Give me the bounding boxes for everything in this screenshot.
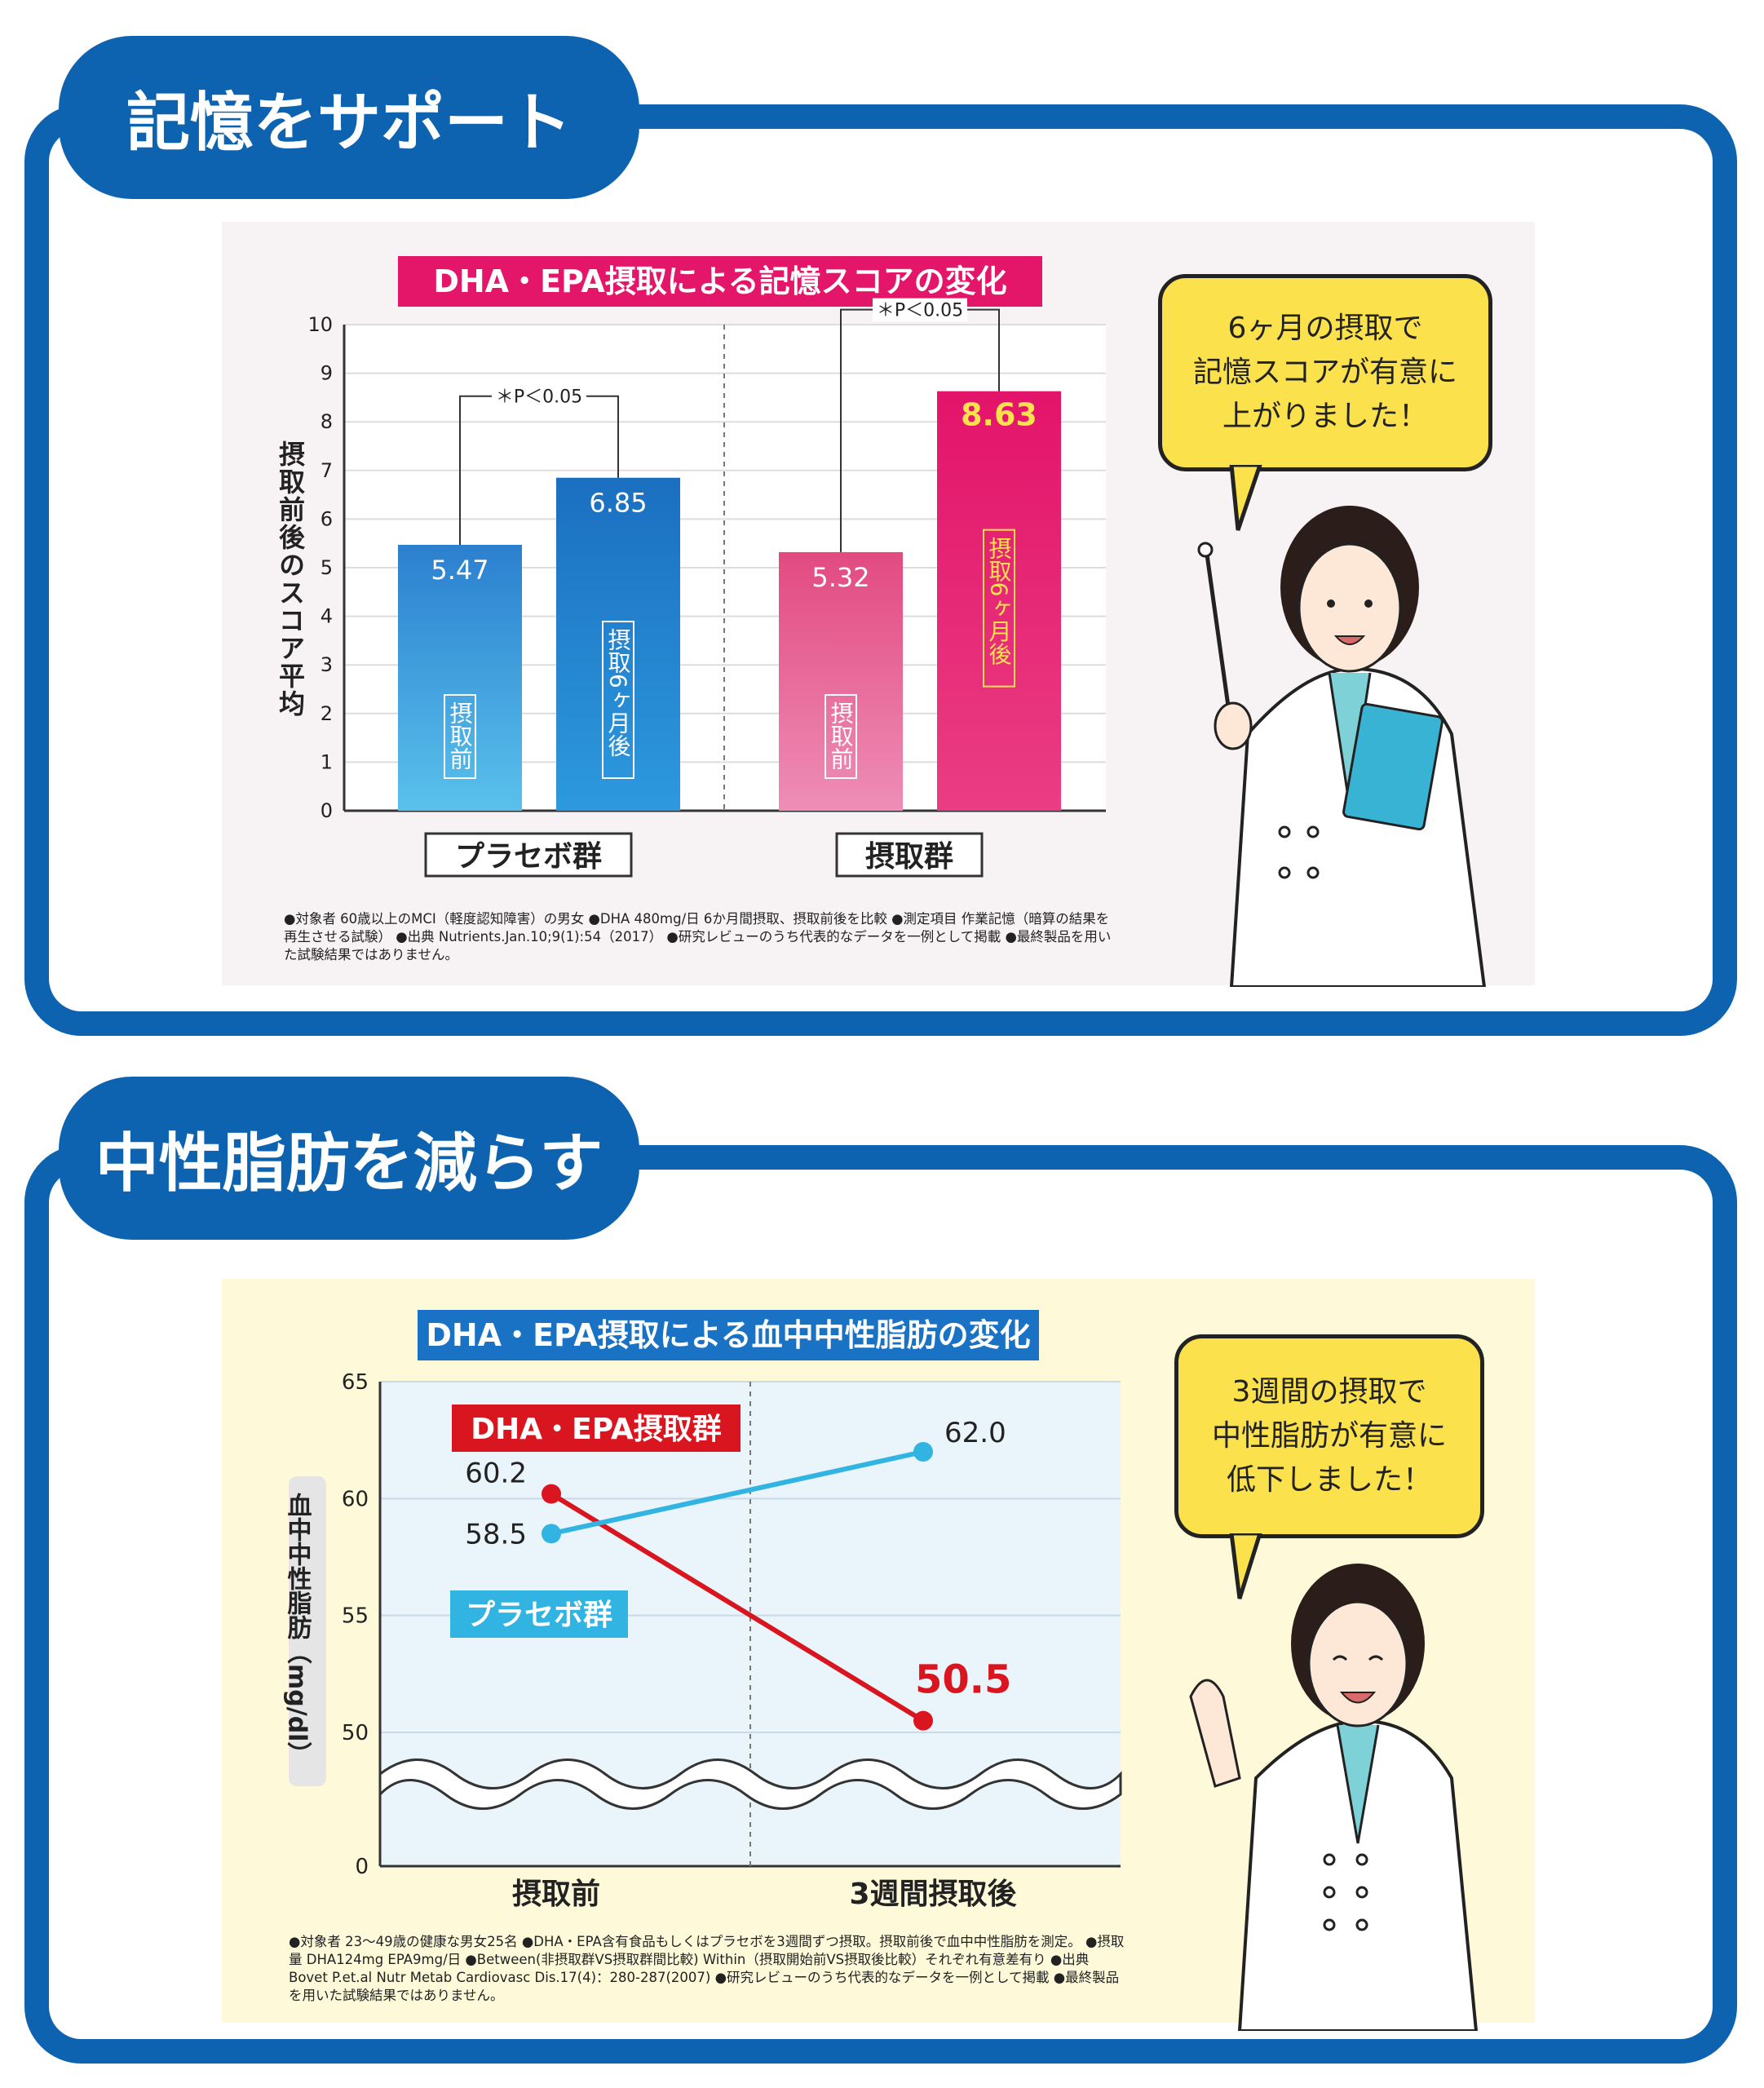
y-tick-label: 50: [342, 1721, 369, 1745]
axis-break-wave: [378, 1758, 1122, 1810]
bar: [937, 391, 1061, 812]
significance-label: ＊P＜0.05: [496, 387, 582, 408]
series-point: [542, 1484, 561, 1504]
triglyceride-y-axis-label-bg: [289, 1476, 326, 1786]
x-category-after: 3週間摂取後: [849, 1878, 1017, 1911]
y-tick-label: 9: [321, 362, 333, 385]
bar: [556, 477, 680, 811]
significance-bg: [492, 384, 586, 408]
memory-speech-bubble: 6ヶ月の摂取で 記憶スコアが有意に 上がりました！: [1158, 274, 1492, 471]
triglyceride-footnote: ●対象者 23～49歳の健康な男女25名 ●DHA・EPA含有食品もしくはプラセ…: [289, 1934, 1125, 2003]
bar-category-label: 摂取6ヶ月後: [986, 536, 1013, 665]
memory-section-heading: 記憶をサポート: [59, 36, 639, 199]
placebo-group-label-box: [424, 832, 633, 878]
y-tick-label: 60: [342, 1487, 369, 1511]
intake-group-label-box: [835, 832, 984, 878]
series-value-label: 62.0: [944, 1417, 1006, 1449]
intake-group-label: 摂取群: [865, 840, 953, 874]
bubble-line: 記憶スコアが有意に: [1192, 356, 1457, 389]
x-category-before: 摂取前: [512, 1878, 600, 1911]
bar-value-label: 6.85: [589, 488, 647, 519]
memory-bar-chart: DHA・EPA摂取による記憶スコアの変化 0 1 2 3 4 5 6 7 8 9 10 摂取前後のス…: [275, 256, 1106, 878]
memory-footnote: ●対象者 60歳以上のMCI（軽度認知障害）の男女 ●DHA 480mg/日 6…: [284, 911, 1112, 962]
placebo-series-label-bg: [450, 1590, 628, 1638]
bar-category-box: [983, 529, 1015, 688]
y-tick-label: 0: [355, 1855, 369, 1879]
y-tick-label: 3: [321, 653, 333, 676]
dha-series-label-bg: [452, 1405, 741, 1452]
triglyceride-speech-bubble: 3週間の摂取で 中性脂肪が有意に 低下しました！: [1174, 1334, 1484, 1538]
memory-y-axis-label: 摂取前後のスコア平均: [275, 440, 306, 718]
significance-bg: [873, 298, 967, 321]
doctor-illustration-pointer: [1197, 465, 1487, 987]
bar-category-box: [602, 621, 634, 779]
y-tick-label: 10: [307, 313, 333, 336]
series-value-label: 60.2: [465, 1458, 527, 1490]
bar-category-label: 摂取前: [828, 701, 855, 770]
y-tick-label: 7: [321, 459, 333, 482]
bubble-line: 中性脂肪が有意に: [1211, 1419, 1447, 1453]
bar: [779, 551, 903, 811]
bubble-line: 6ヶ月の摂取で: [1227, 312, 1423, 345]
series-point: [542, 1524, 561, 1544]
y-tick-label: 2: [321, 702, 333, 725]
bar-category-label: 摂取6ヶ月後: [605, 628, 632, 757]
triglyceride-chart-title-bg: [418, 1310, 1039, 1360]
memory-chart-title: DHA・EPA摂取による記憶スコアの変化: [433, 263, 1006, 299]
y-tick-label: 5: [321, 556, 333, 579]
y-tick-label: 8: [321, 410, 333, 433]
triglyceride-section-heading: 中性脂肪を減らす: [59, 1077, 639, 1240]
bubble-line: 上がりました！: [1222, 400, 1428, 433]
y-tick-label: 55: [342, 1604, 369, 1629]
bar-value-label: 5.32: [811, 562, 869, 593]
series-point: [913, 1442, 933, 1462]
series-line: [550, 1449, 924, 1537]
bubble-line: 3週間の摂取で: [1231, 1375, 1427, 1409]
y-tick-label: 65: [342, 1370, 369, 1395]
series-point: [913, 1710, 933, 1731]
triglyceride-y-axis-label: 血中中性脂肪（mg/dl）: [283, 1493, 312, 1766]
y-tick-label: 0: [321, 799, 333, 822]
bar-value-label: 8.63: [961, 397, 1037, 433]
series-line: [550, 1492, 925, 1723]
y-tick-label: 6: [321, 507, 333, 530]
placebo-group-label: プラセボ群: [455, 840, 602, 874]
series-value-label: 58.5: [465, 1518, 527, 1551]
series-value-label: 50.5: [915, 1657, 1011, 1703]
bar: [398, 544, 522, 811]
bar-category-box: [825, 694, 857, 779]
triglyceride-chart-title: DHA・EPA摂取による血中中性脂肪の変化: [426, 1317, 1030, 1353]
bar-value-label: 5.47: [431, 555, 489, 586]
y-tick-label: 1: [321, 750, 333, 773]
y-tick-label: 4: [321, 605, 333, 628]
bar-category-box: [444, 694, 476, 779]
dha-series-label: DHA・EPA摂取群: [471, 1413, 721, 1446]
bar-category-label: 摂取前: [447, 701, 474, 770]
significance-label: ＊P＜0.05: [877, 301, 963, 321]
doctor-illustration-waving: [1189, 1533, 1479, 2031]
placebo-series-label: プラセボ群: [466, 1599, 612, 1632]
bubble-line: 低下しました！: [1226, 1463, 1432, 1497]
